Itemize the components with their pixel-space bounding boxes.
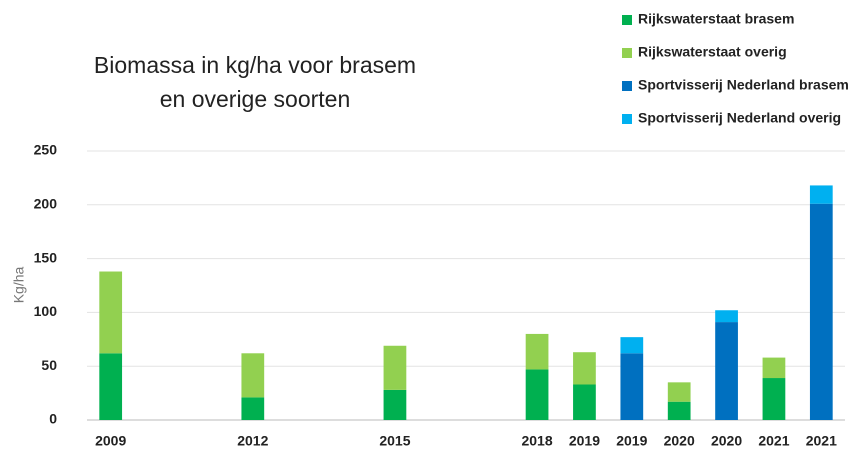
- bar-segment: [383, 345, 407, 390]
- x-tick-label: 2021: [758, 433, 789, 449]
- legend-label: Rijkswaterstaat brasem: [638, 11, 794, 27]
- bar-segment: [525, 369, 549, 420]
- x-tick-label: 2020: [664, 433, 695, 449]
- bar-segment: [667, 401, 691, 420]
- y-tick-label: 50: [41, 357, 57, 373]
- bar-segment: [620, 337, 644, 354]
- x-tick-label: 2015: [379, 433, 410, 449]
- x-tick-label: 2019: [569, 433, 600, 449]
- x-tick-label: 2012: [237, 433, 268, 449]
- bar-segment: [573, 384, 596, 420]
- legend-label: Rijkswaterstaat overig: [638, 44, 787, 60]
- legend-label: Sportvisserij Nederland overig: [638, 110, 841, 126]
- legend-swatch: [622, 114, 632, 124]
- bar-segment: [715, 310, 738, 323]
- bar-segment: [667, 382, 691, 402]
- y-axis-label: Kg/ha: [11, 266, 27, 303]
- x-tick-label: 2009: [95, 433, 126, 449]
- bar-segment: [525, 333, 549, 370]
- bar-segment: [99, 271, 123, 354]
- bar-segment: [99, 353, 123, 420]
- legend-label: Sportvisserij Nederland brasem: [638, 77, 849, 93]
- y-tick-label: 250: [34, 142, 58, 158]
- bar-segment: [383, 389, 407, 420]
- bar-segment: [573, 352, 596, 385]
- x-tick-label: 2019: [616, 433, 647, 449]
- bar-segment: [620, 353, 644, 420]
- chart-title: Biomassa in kg/ha voor brasem en overige…: [93, 52, 417, 112]
- bar-segment: [762, 357, 786, 379]
- x-tick-label: 2020: [711, 433, 742, 449]
- bar-segment: [241, 397, 265, 420]
- y-tick-label: 100: [34, 303, 58, 319]
- y-tick-label: 200: [34, 196, 58, 212]
- legend-swatch: [622, 81, 632, 91]
- x-tick-label: 2018: [521, 433, 552, 449]
- bar-segment: [715, 322, 738, 420]
- y-tick-label: 150: [34, 249, 58, 265]
- x-tick-label: 2021: [806, 433, 837, 449]
- legend-swatch: [622, 48, 632, 58]
- bar-segment: [241, 353, 265, 398]
- bar-segment: [762, 378, 786, 420]
- bar-segment: [809, 203, 833, 420]
- legend-swatch: [622, 15, 632, 25]
- y-tick-label: 0: [49, 411, 57, 427]
- bar-segment: [809, 185, 833, 204]
